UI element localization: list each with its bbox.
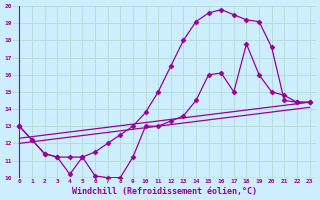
X-axis label: Windchill (Refroidissement éolien,°C): Windchill (Refroidissement éolien,°C) [72, 187, 257, 196]
